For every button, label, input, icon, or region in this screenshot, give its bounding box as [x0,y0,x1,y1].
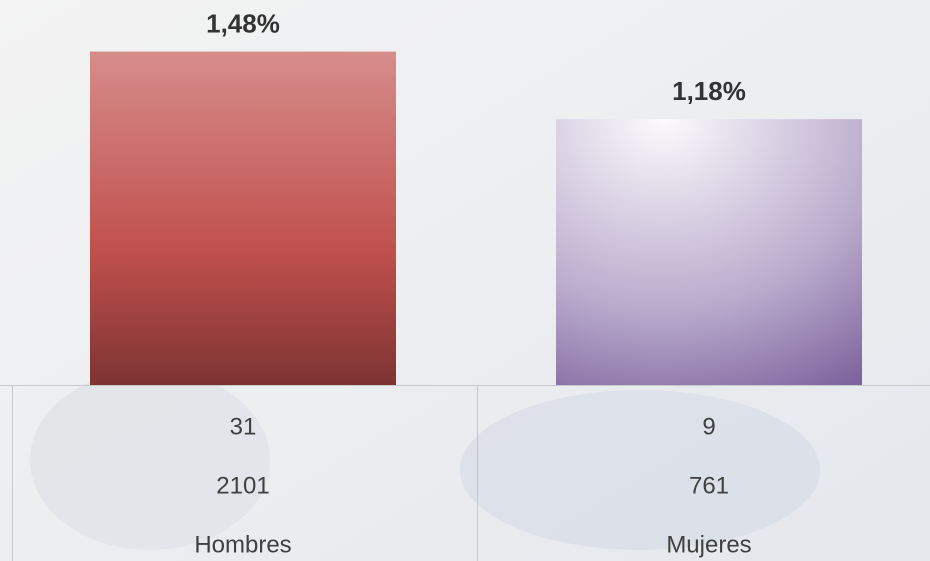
bar [556,119,862,385]
table-cell: 31 [230,413,257,440]
background-shape [30,370,270,550]
page: 1,48%312101Hombres1,18%9761Mujeres (() =… [0,0,930,561]
background-shape [460,390,820,550]
x-tick-label: Mujeres [666,531,751,558]
table-cell: 9 [702,413,715,440]
value-label: 1,18% [672,76,746,106]
bar [90,52,396,385]
table-cell: 761 [689,472,729,499]
x-tick-label: Hombres [194,531,291,558]
chart: 1,48% 31 2101 Hombres 1,18% 9 761 Mujeres [0,0,930,561]
value-label: 1,48% [206,8,280,38]
table-cell: 2101 [216,472,269,499]
